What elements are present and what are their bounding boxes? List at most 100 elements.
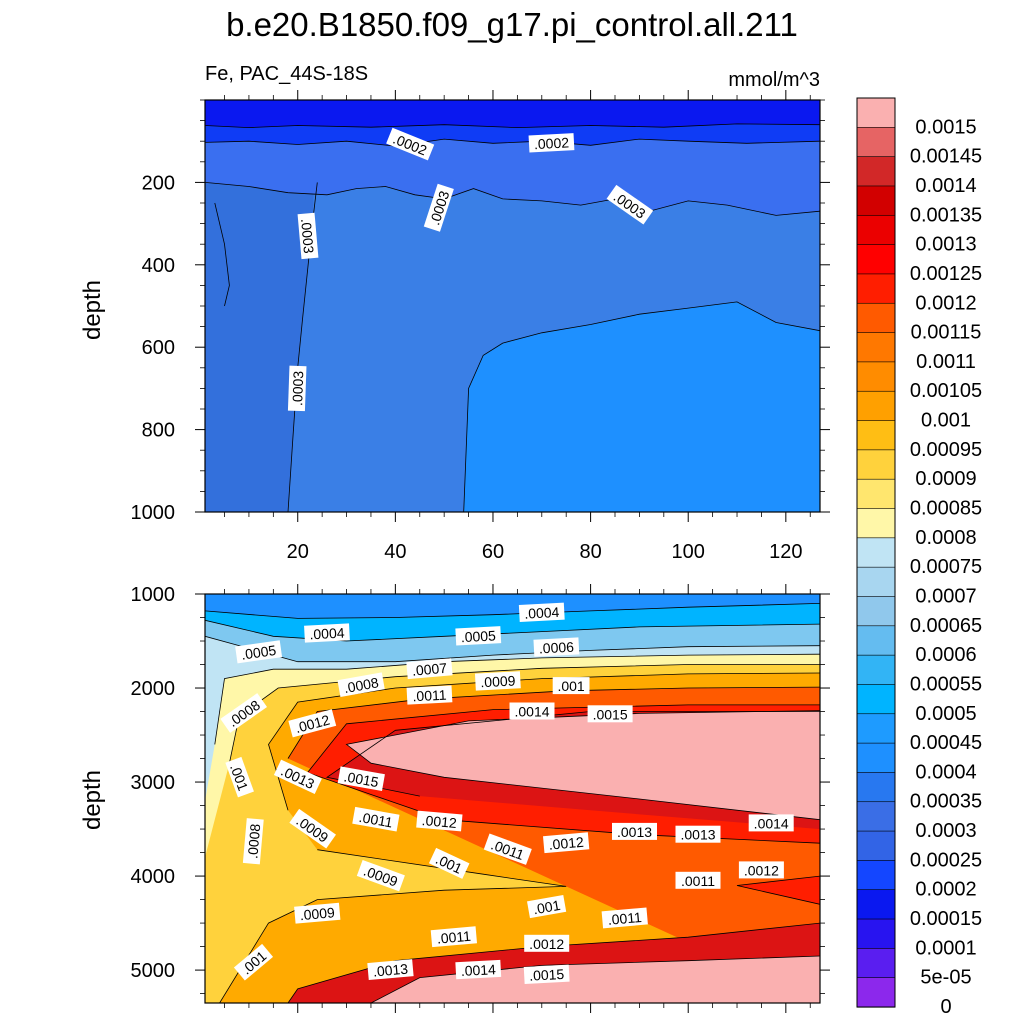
- contour-label: .0013: [675, 825, 721, 843]
- y-tick-label: 800: [142, 420, 175, 442]
- contour-line: [370, 955, 820, 1003]
- colorbar-label: 0.00135: [910, 204, 982, 226]
- contour-label: .0003: [297, 212, 319, 260]
- contour-label: .0004: [518, 602, 565, 622]
- colorbar-label: 0.001: [921, 410, 971, 432]
- bottom-ylabel: depth: [79, 770, 106, 830]
- x-tick-label: 40: [384, 541, 406, 563]
- colorbar-swatch: [856, 742, 896, 774]
- contour-label-text: .0009: [299, 904, 336, 923]
- contour-line: [214, 653, 820, 745]
- contour-label-text: .001: [557, 678, 584, 694]
- colorbar-swatch: [856, 244, 896, 275]
- colorbar-label: 0.00055: [910, 674, 982, 696]
- contour-label-text: .0005: [460, 627, 496, 645]
- colorbar-swatch: [856, 361, 896, 392]
- contour-label-text: .0004: [524, 604, 560, 622]
- contour-label-text: .0007: [411, 660, 448, 679]
- contour-line: [205, 182, 820, 216]
- contour-label-text: .0011: [607, 909, 642, 928]
- contour-label-text: .0004: [309, 625, 345, 643]
- colorbar-swatch: [856, 977, 896, 1008]
- contour-label-text: .0003: [289, 370, 306, 406]
- contour-label-text: .0006: [538, 639, 574, 657]
- bottom-panel: .0004 .0004 .0005 .0006 .0005 .0007 .0009 .001.…: [131, 584, 830, 1013]
- colorbar-label: 0.00045: [910, 732, 982, 754]
- contour-fill: [205, 100, 820, 128]
- colorbar-label: 0.00095: [910, 439, 982, 461]
- contour-label-text: .0014: [460, 961, 496, 979]
- y-tick-label: 600: [142, 337, 175, 359]
- units-label: mmol/m^3: [728, 69, 820, 91]
- colorbar-label: 0: [940, 996, 951, 1018]
- x-tick-label: 20: [287, 541, 309, 563]
- colorbar-label: 0.00035: [910, 791, 982, 813]
- contour-label: .0007: [406, 658, 453, 680]
- colorbar-label: 0.0014: [915, 175, 976, 197]
- contour-label-text: .0012: [529, 936, 564, 952]
- colorbar-swatch: [856, 273, 896, 304]
- colorbar-label: 0.0011: [916, 351, 976, 373]
- contour-label: .0014: [509, 702, 555, 720]
- y-tick-label: 200: [142, 172, 175, 194]
- colorbar-swatch: [856, 127, 896, 158]
- contour-line: [268, 672, 820, 811]
- top-ylabel: depth: [79, 280, 106, 340]
- colorbar-label: 0.00085: [910, 498, 982, 520]
- colorbar-label: 0.0003: [915, 820, 976, 842]
- colorbar-swatch: [856, 214, 896, 246]
- contour-label-text: .0011: [681, 873, 715, 889]
- field: .0002.0002.0003.0003.0003.0003: [205, 100, 820, 512]
- contour-line: [736, 875, 820, 905]
- contour-label: .0004: [304, 623, 350, 643]
- colorbar-swatch: [856, 185, 896, 216]
- plot-frame: [204, 593, 821, 1004]
- contour-line: [205, 603, 820, 619]
- contour-label: .0014: [455, 959, 502, 980]
- contour-label-text: .0011: [436, 928, 471, 947]
- contour-label: .0011: [430, 926, 478, 948]
- colorbar-swatch: [856, 625, 896, 656]
- left-title: Fe, PAC_44S-18S: [205, 63, 368, 85]
- contour-label: .0008: [337, 672, 385, 697]
- colorbar-swatch: [856, 713, 896, 744]
- contour-label: .0013: [612, 822, 657, 840]
- contour-label-text: .0005: [240, 642, 277, 663]
- contour-label: .0009: [474, 671, 521, 691]
- colorbar-swatch: [856, 97, 896, 128]
- contour-label-text: .0013: [680, 827, 715, 843]
- colorbar-swatch: [856, 918, 896, 949]
- colorbar-label: 5e-05: [920, 967, 971, 989]
- field: .0004 .0004 .0005 .0006 .0005 .0007 .0009 .001.…: [205, 594, 820, 1003]
- contour-label: .0011: [406, 685, 453, 705]
- colorbar-label: 0.00145: [910, 146, 982, 168]
- contour-label-text: .0012: [421, 812, 458, 831]
- colorbar-label: 0.00015: [910, 908, 982, 930]
- contour-label: .0011: [675, 871, 721, 889]
- colorbar-label: 0.00065: [910, 615, 982, 637]
- contour-label: .0012: [524, 934, 570, 952]
- contour-label: .001: [527, 895, 567, 919]
- contour-label: .0014: [748, 814, 794, 832]
- colorbar-label: 0.0012: [915, 292, 976, 314]
- colorbar-swatch: [856, 302, 896, 334]
- contour-label: .0006: [533, 637, 580, 657]
- colorbar-label: 0.0007: [915, 586, 976, 608]
- contour-line: [205, 619, 820, 642]
- colorbar-swatch: [856, 948, 896, 979]
- contour-label-text: .0015: [529, 966, 565, 984]
- colorbar-swatch: [856, 156, 896, 187]
- colorbar-swatch: [856, 332, 896, 363]
- colorbar-swatch: [856, 801, 896, 832]
- contour-label: .0015: [587, 705, 633, 723]
- contour-label-text: .0009: [480, 672, 516, 690]
- contour-label-text: .0013: [617, 824, 652, 840]
- contour-label: .0011: [483, 833, 532, 865]
- contour-line: [287, 922, 820, 1003]
- x-tick-label: 60: [482, 541, 504, 563]
- colorbar-label: 0.00025: [910, 849, 982, 871]
- contour-label: .0015: [337, 766, 385, 791]
- contour-label-text: .0012: [744, 862, 779, 878]
